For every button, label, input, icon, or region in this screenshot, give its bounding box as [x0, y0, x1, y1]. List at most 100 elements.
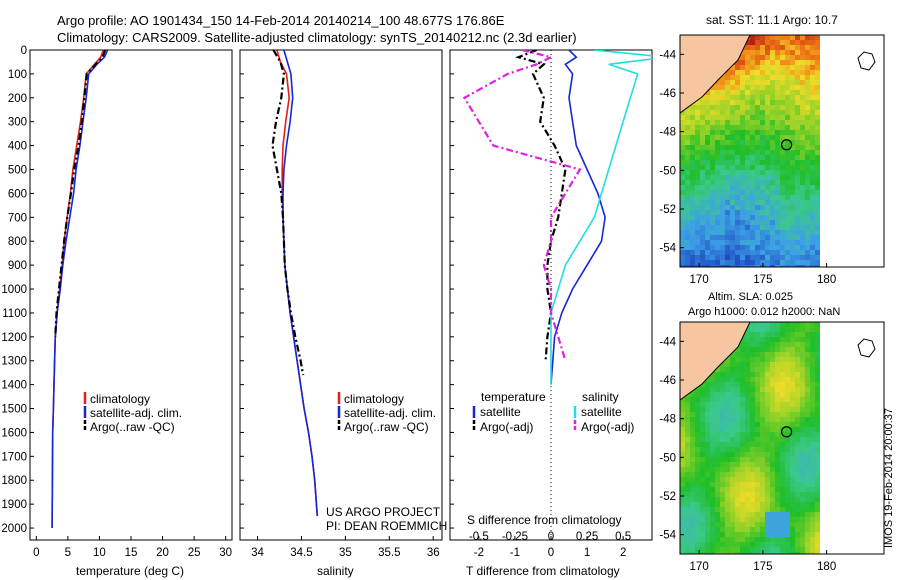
map-cell — [795, 165, 800, 170]
map-cell — [775, 265, 780, 267]
map-cell — [715, 407, 720, 412]
map-cell — [795, 90, 800, 95]
map-cell — [760, 412, 765, 417]
map-cell — [805, 75, 810, 80]
map-cell — [710, 235, 715, 240]
map-cell — [735, 100, 740, 105]
map-cell — [740, 422, 745, 427]
map-cell — [785, 245, 790, 250]
map-cell — [785, 230, 790, 235]
map-cell — [705, 377, 710, 382]
map-cell — [800, 170, 805, 175]
map-lat-tick-label: -52 — [659, 491, 676, 503]
map-cell — [705, 150, 710, 155]
temperature-legend-satellite: satellite-adj. clim. — [90, 406, 182, 420]
map-cell — [750, 235, 755, 240]
map-cell — [710, 205, 715, 210]
map-cell — [745, 125, 750, 130]
sla-map-axes: 170 175 180-44-46-48-50-52-54 — [659, 336, 836, 573]
map-cell — [815, 427, 820, 432]
map-cell — [680, 265, 685, 267]
difference-x-tick-label: 0 — [548, 547, 554, 559]
map-cell — [740, 165, 745, 170]
map-cell — [745, 240, 750, 245]
map-cell — [700, 497, 705, 502]
map-cell — [760, 432, 765, 437]
map-lon-tick-label: 180 — [817, 274, 836, 286]
map-cell — [800, 382, 805, 387]
map-cell — [815, 502, 820, 507]
map-cell — [770, 432, 775, 437]
map-cell — [795, 60, 800, 65]
map-cell — [705, 447, 710, 452]
map-cell — [730, 467, 735, 472]
map-cell — [795, 140, 800, 145]
map-cell — [680, 205, 685, 210]
map-cell — [795, 462, 800, 467]
map-cell — [810, 322, 815, 327]
map-cell — [770, 150, 775, 155]
map-cell — [755, 387, 760, 392]
map-cell — [680, 170, 685, 175]
map-cell — [730, 517, 735, 522]
map-cell — [810, 422, 815, 427]
map-cell — [750, 457, 755, 462]
map-cell — [725, 427, 730, 432]
map-lat-tick-label: -50 — [659, 452, 676, 464]
map-cell — [810, 512, 815, 517]
map-cell — [755, 90, 760, 95]
map-cell — [770, 527, 775, 532]
sst-map-axes: 170 175 180-44-46-48-50-52-54 — [659, 49, 836, 286]
map-cell — [760, 522, 765, 527]
map-cell — [690, 155, 695, 160]
map-cell — [790, 115, 795, 120]
map-cell — [725, 492, 730, 497]
map-cell — [755, 467, 760, 472]
map-cell — [760, 75, 765, 80]
map-cell — [725, 95, 730, 100]
map-cell — [765, 105, 770, 110]
map-cell — [685, 542, 690, 547]
map-cell — [790, 352, 795, 357]
map-cell — [755, 412, 760, 417]
header-line-2: Climatology: CARS2009. Satellite-adjuste… — [57, 30, 577, 45]
map-cell — [760, 35, 765, 40]
map-cell — [710, 250, 715, 255]
map-cell — [780, 215, 785, 220]
map-cell — [780, 205, 785, 210]
map-cell — [700, 417, 705, 422]
map-cell — [795, 547, 800, 552]
map-cell — [730, 205, 735, 210]
map-cell — [790, 537, 795, 542]
map-cell — [780, 125, 785, 130]
map-cell — [690, 140, 695, 145]
map-cell — [755, 392, 760, 397]
map-cell — [730, 260, 735, 265]
map-cell — [785, 260, 790, 265]
map-cell — [780, 497, 785, 502]
map-cell — [705, 432, 710, 437]
map-cell — [770, 382, 775, 387]
map-cell — [745, 175, 750, 180]
map-cell — [740, 70, 745, 75]
map-cell — [710, 502, 715, 507]
map-cell — [695, 135, 700, 140]
map-cell — [725, 175, 730, 180]
map-cell — [710, 110, 715, 115]
map-cell — [805, 352, 810, 357]
map-cell — [725, 482, 730, 487]
map-cell — [810, 427, 815, 432]
map-cell — [705, 135, 710, 140]
map-cell — [790, 427, 795, 432]
map-cell — [715, 532, 720, 537]
argo-position-marker — [780, 426, 793, 438]
map-cell — [730, 532, 735, 537]
map-cell — [810, 387, 815, 392]
map-cell — [745, 140, 750, 145]
map-cell — [695, 235, 700, 240]
map-cell — [800, 85, 805, 90]
map-cell — [710, 462, 715, 467]
map-cell — [730, 140, 735, 145]
map-cell — [795, 522, 800, 527]
map-cell — [745, 412, 750, 417]
